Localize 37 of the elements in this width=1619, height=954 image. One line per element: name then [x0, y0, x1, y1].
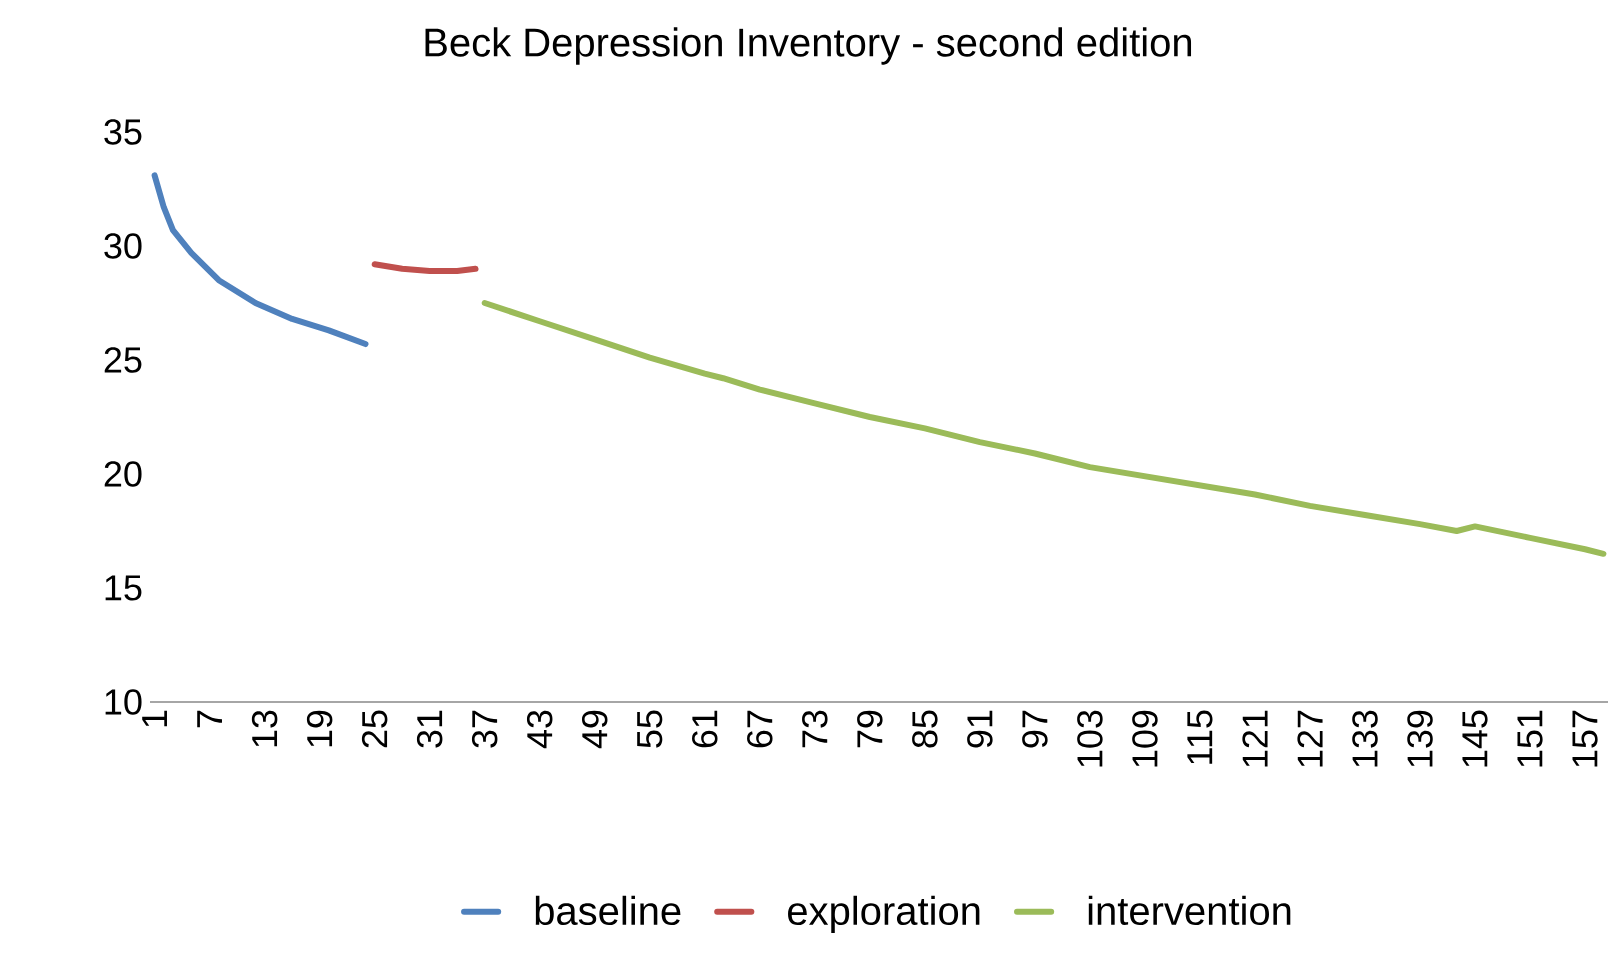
x-tick-label: 73: [802, 710, 828, 748]
x-tick-label: 61: [692, 710, 718, 748]
x-tick-label: 31: [416, 710, 443, 748]
y-tick-label: 10: [105, 689, 142, 715]
x-tick-label: 1: [142, 710, 167, 727]
y-tick-label: 20: [104, 461, 142, 487]
x-tick-label: 133: [1352, 710, 1378, 767]
x-tick-label: 97: [1022, 710, 1048, 748]
x-tick-label: 145: [1462, 710, 1488, 767]
chart-title: Beck Depression Inventory - second edition: [425, 27, 1192, 65]
y-tick-label: 15: [105, 575, 142, 601]
x-tick-label: 109: [1132, 710, 1158, 767]
legend-label: exploration: [788, 895, 980, 934]
x-tick-label: 37: [471, 710, 498, 748]
legend-label: intervention: [1088, 895, 1291, 926]
x-tick-label: 19: [306, 710, 333, 747]
x-tick-label: 157: [1572, 710, 1598, 767]
x-tick-label: 13: [251, 710, 278, 747]
legend-label: baseline: [535, 895, 681, 926]
x-tick-label: 67: [747, 710, 773, 748]
x-tick-label: 103: [1077, 710, 1103, 767]
x-tick-label: 79: [857, 710, 883, 748]
x-tick-label: 127: [1297, 710, 1323, 767]
x-tick-label: 25: [361, 710, 388, 748]
x-tick-label: 121: [1242, 710, 1268, 767]
x-tick-label: 43: [526, 710, 553, 749]
y-tick-label: 35: [104, 119, 142, 145]
x-tick-label: 49: [581, 710, 608, 749]
y-tick-label: 30: [104, 233, 142, 259]
x-tick-label: 85: [912, 710, 938, 748]
y-tick-label: 25: [104, 347, 142, 373]
x-tick-label: 7: [197, 710, 222, 728]
x-tick-label: 115: [1187, 710, 1213, 764]
x-tick-label: 151: [1517, 710, 1543, 767]
x-tick-label: 139: [1407, 710, 1433, 767]
x-tick-label: 91: [967, 710, 993, 748]
x-tick-label: 55: [637, 710, 663, 748]
